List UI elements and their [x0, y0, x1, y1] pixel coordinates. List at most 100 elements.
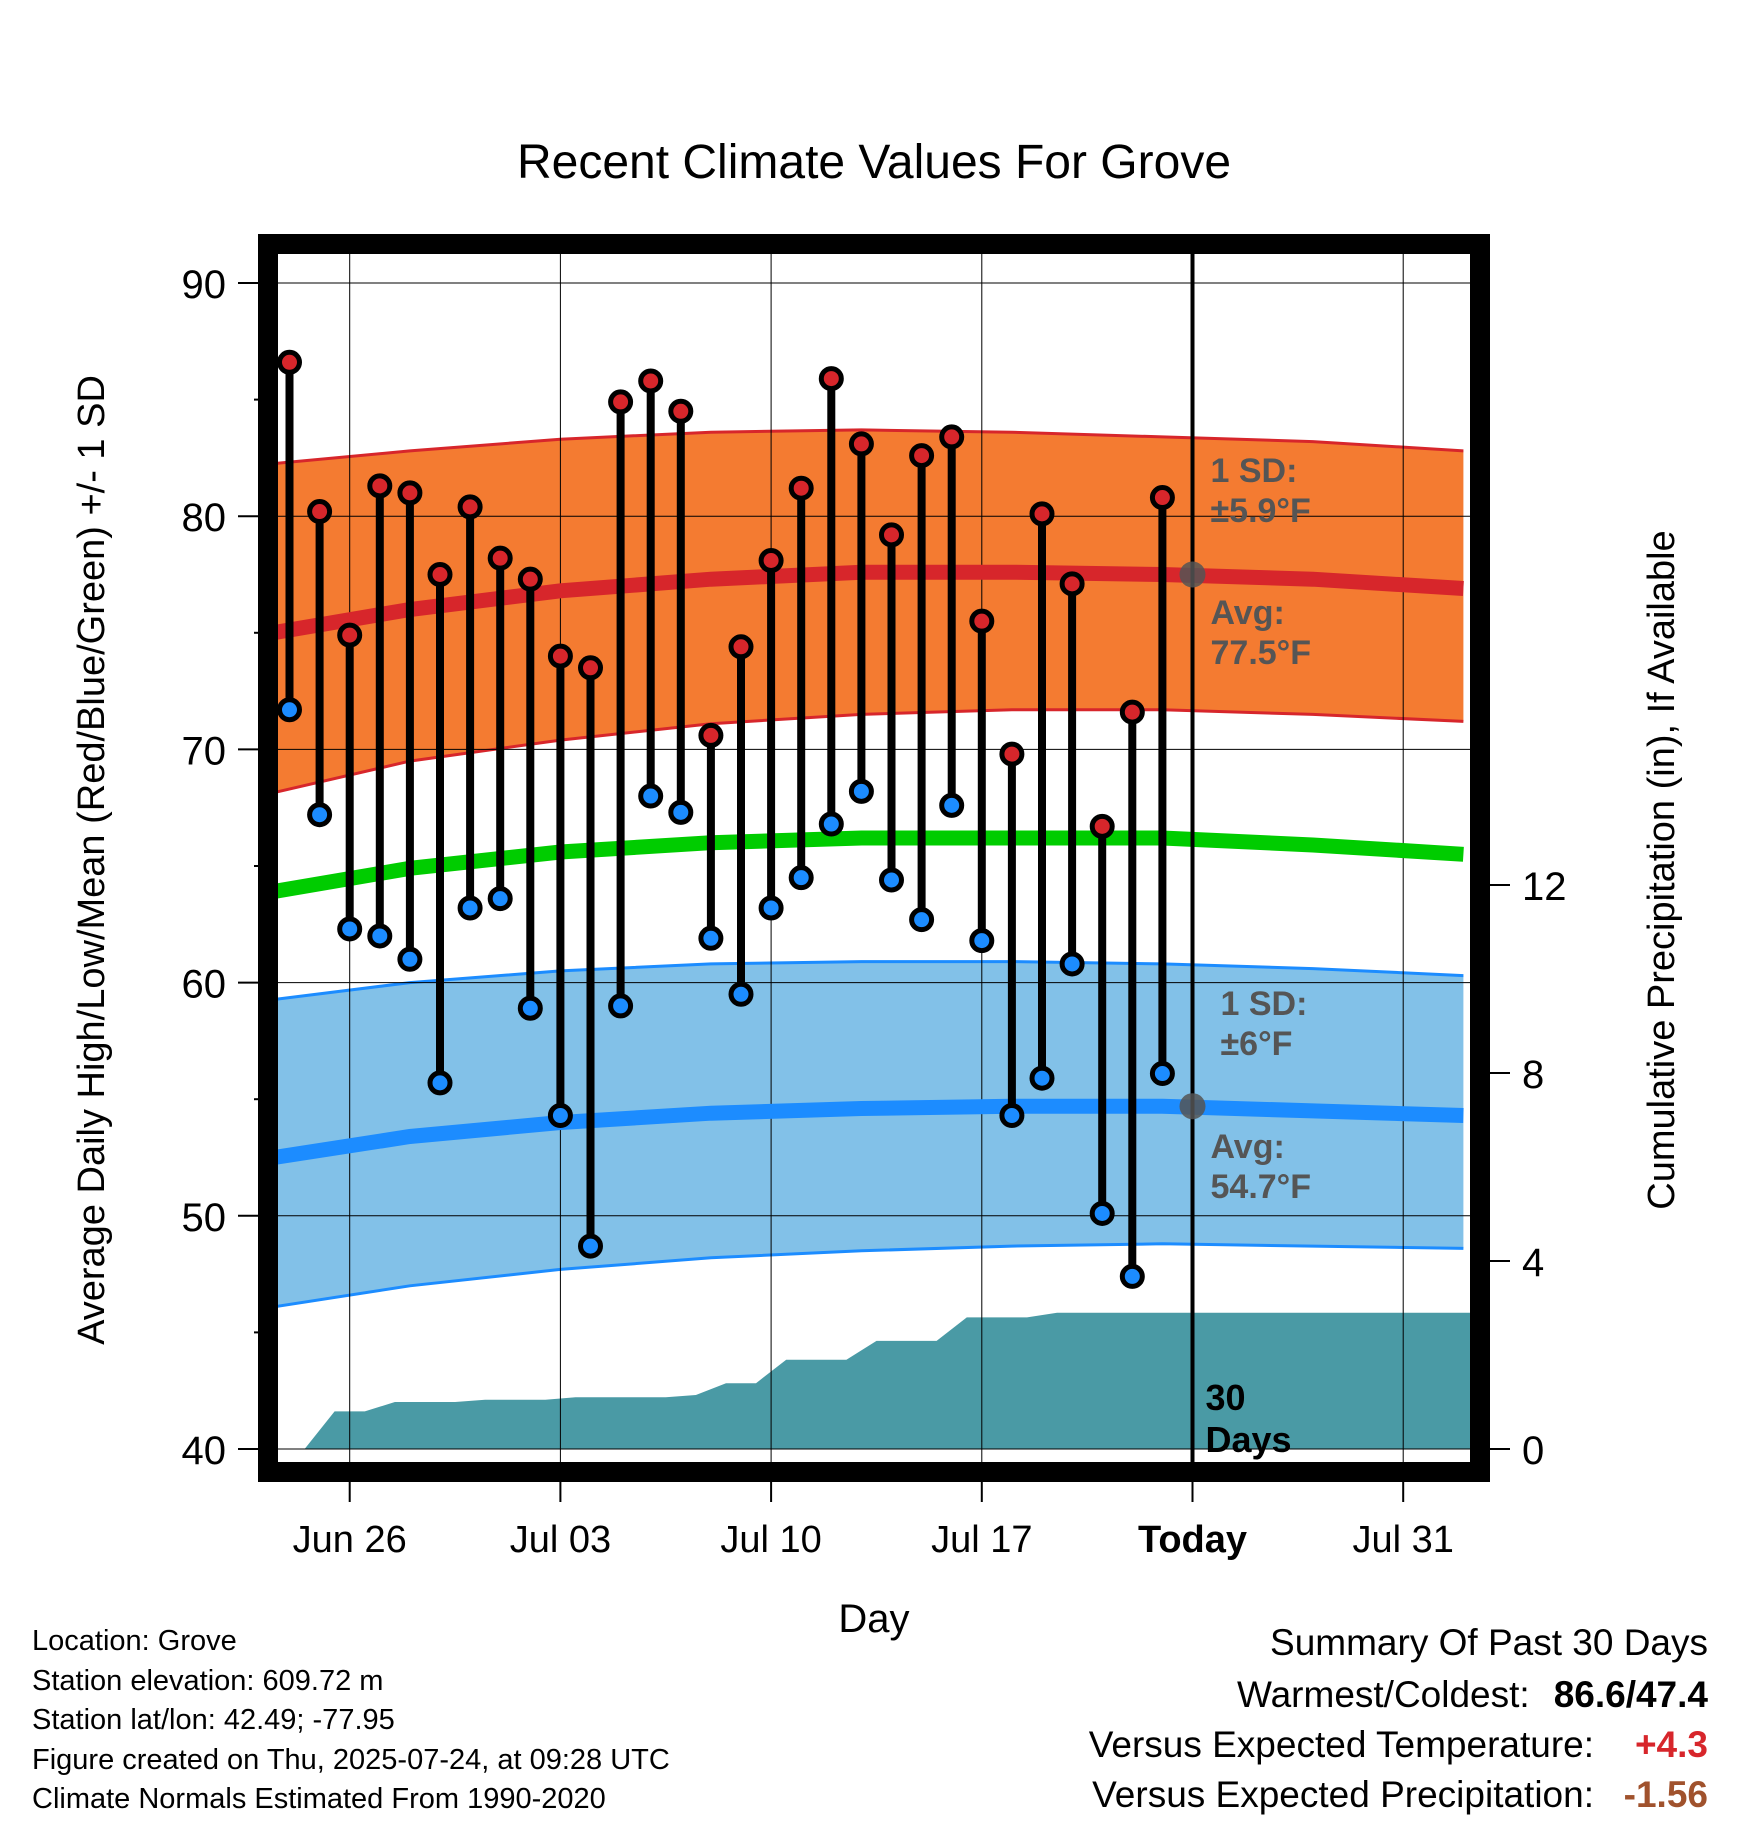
high-point	[638, 368, 664, 394]
low-point	[277, 697, 302, 723]
low-point	[307, 802, 333, 828]
high-point	[547, 643, 573, 669]
x-tick-label: Jul 10	[720, 1519, 821, 1561]
high-sd-value: ±5.9°F	[1211, 492, 1311, 530]
high-point	[758, 548, 784, 574]
y-tick-label: 70	[182, 729, 227, 773]
summary-temp-row: Versus Expected Temperature: +4.3	[808, 1724, 1708, 1774]
normals-text: Climate Normals Estimated From 1990-2020	[32, 1783, 606, 1815]
low-point	[1119, 1263, 1145, 1289]
summary-precip-row: Versus Expected Precipitation: -1.56	[808, 1774, 1708, 1824]
y2-tick-label: 8	[1522, 1053, 1544, 1097]
low-point	[1149, 1061, 1175, 1087]
high-point	[818, 366, 844, 392]
precip-days-number: 30	[1206, 1377, 1246, 1418]
high-point	[969, 608, 995, 634]
temp-value: +4.3	[1634, 1724, 1708, 1765]
high-point	[1059, 571, 1085, 597]
location-text: Location: Grove	[32, 1625, 237, 1657]
high-point	[1029, 501, 1055, 527]
low-avg-label: Avg:	[1211, 1128, 1285, 1166]
latlon-text: Station lat/lon: 42.49; -77.95	[32, 1704, 395, 1736]
elevation-text: Station elevation: 609.72 m	[32, 1664, 384, 1697]
low-point	[999, 1103, 1025, 1129]
low-sd-label: 1 SD:	[1221, 985, 1308, 1023]
y2-tick-label: 4	[1522, 1241, 1544, 1285]
low-point	[487, 886, 513, 912]
low-point	[608, 993, 634, 1019]
low-point	[457, 895, 483, 921]
low-point	[879, 867, 904, 893]
today-high-avg-marker	[1179, 561, 1206, 588]
low-point	[728, 981, 754, 1007]
high-avg-label: Avg:	[1211, 594, 1285, 632]
y-axis-label: Average Daily High/Low/Mean (Red/Blue/Gr…	[71, 375, 113, 1345]
y-tick-label: 80	[182, 496, 227, 540]
low-point	[788, 865, 814, 891]
high-point	[427, 562, 453, 587]
high-point	[999, 741, 1025, 767]
created-text: Figure created on Thu, 2025-07-24, at 09…	[32, 1743, 670, 1776]
low-band-upper	[268, 960, 1464, 1002]
today-low-avg-marker	[1179, 1093, 1206, 1120]
precip-value: -1.56	[1623, 1774, 1708, 1815]
high-point	[848, 431, 874, 457]
low-point	[638, 783, 664, 809]
plot-frame	[258, 234, 1490, 1482]
low-point	[1059, 951, 1085, 977]
x-tick-label: Jul 03	[510, 1519, 611, 1561]
x-tick-label: Jun 26	[293, 1519, 407, 1561]
x-axis-label: Day	[838, 1597, 909, 1641]
high-point	[578, 655, 603, 681]
low-point	[939, 792, 965, 818]
low-point	[1089, 1200, 1115, 1226]
precip-label: Versus Expected Precipitation:	[1092, 1774, 1594, 1815]
high-point	[728, 634, 754, 660]
summary-heading: Summary Of Past 30 Days	[1270, 1622, 1708, 1663]
chart-title: Recent Climate Values For Grove	[517, 136, 1231, 189]
low-point	[758, 895, 784, 921]
high-point	[1119, 699, 1145, 725]
station-info: Location: Grove Station elevation: 609.7…	[32, 1622, 670, 1820]
low-point	[668, 799, 694, 825]
low-point	[367, 923, 393, 949]
low-band-lower	[268, 1242, 1464, 1310]
low-point	[517, 995, 543, 1021]
low-point	[818, 811, 844, 837]
summary-warm-row: Warmest/Coldest: 86.6/47.4	[808, 1674, 1708, 1724]
low-point	[337, 916, 363, 942]
precip-days-label: Days	[1206, 1419, 1292, 1460]
high-point	[337, 622, 363, 648]
y2-axis-label: Cumulative Precipitation (in), If Availa…	[1641, 530, 1683, 1209]
summary-panel: Summary Of Past 30 Days Warmest/Coldest:…	[808, 1622, 1708, 1824]
y2-tick-label: 0	[1522, 1429, 1544, 1473]
low-point	[969, 928, 995, 954]
low-point	[848, 778, 874, 804]
low-point	[547, 1103, 573, 1129]
warm-label: Warmest/Coldest:	[1237, 1674, 1530, 1715]
low-point	[698, 925, 724, 951]
high-point	[517, 566, 543, 592]
high-point	[1089, 813, 1115, 839]
temp-label: Versus Expected Temperature:	[1088, 1724, 1594, 1765]
high-point	[668, 398, 694, 424]
low-point	[397, 946, 423, 972]
high-point	[277, 349, 302, 375]
x-tick-label: Jul 17	[931, 1519, 1032, 1561]
mean-average-line	[268, 830, 1464, 901]
low-point	[1029, 1065, 1055, 1091]
y-tick-label: 40	[182, 1429, 227, 1473]
high-point	[457, 494, 483, 520]
high-point	[788, 475, 814, 501]
high-band-upper	[268, 428, 1464, 466]
y-tick-label: 50	[182, 1196, 227, 1240]
high-point	[487, 545, 513, 571]
low-point	[909, 907, 935, 933]
x-tick-label: Jul 31	[1352, 1519, 1453, 1561]
low-sd-value: ±6°F	[1221, 1025, 1293, 1063]
high-point	[939, 424, 965, 450]
low-avg-value: 54.7°F	[1211, 1168, 1312, 1206]
y-tick-label: 60	[182, 963, 227, 1007]
